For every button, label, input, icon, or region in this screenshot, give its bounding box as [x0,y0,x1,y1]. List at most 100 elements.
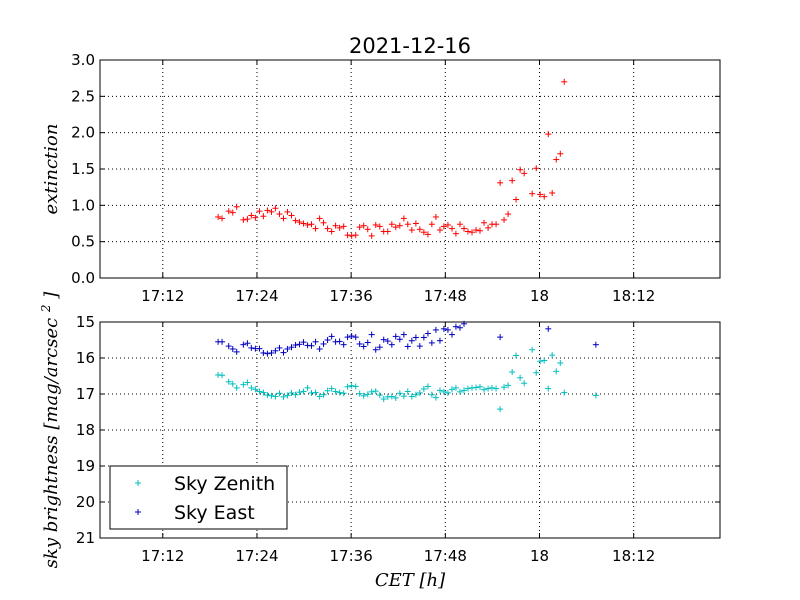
sky-zenith-point [557,360,564,367]
extinction-point [412,220,419,227]
sky-east-point [424,330,431,337]
extinction-point [420,229,427,236]
sky-east-point [392,333,399,340]
sky-zenith-point [380,396,387,403]
sky-zenith-point [304,384,311,391]
sky-zenith-point [248,384,255,391]
x-tick-label: 17:48 [424,287,467,305]
sky-east-point [404,343,411,350]
extinction-point [428,221,435,228]
sky-east-point [352,334,359,341]
y-tick-label: 19 [76,457,95,475]
sky-east-point [340,341,347,348]
x-tick-label: 17:24 [235,547,278,565]
sky-zenith-point [553,368,560,375]
extinction-point [332,222,339,229]
legend-label: Sky East [174,502,255,524]
sky-zenith-point [481,386,488,393]
sky-east-point [219,338,226,345]
sky-zenith-point [388,393,395,400]
extinction-point [388,221,395,228]
sky-east-point [280,349,287,356]
extinction-point [501,216,508,223]
sky-zenith-point [392,394,399,401]
chart-title: 2021-12-16 [349,34,471,58]
extinction-point [452,230,459,237]
extinction-point [408,227,415,234]
extinction-point [376,223,383,230]
extinction-point [541,193,548,200]
extinction-point [280,215,287,222]
extinction-point [396,222,403,229]
sky-east-point [229,346,236,352]
extinction-point [469,229,475,236]
extinction-point [521,170,528,177]
sky-zenith-point [489,384,496,391]
y-tick-label: 1.5 [71,160,95,178]
sky-zenith-point [352,383,359,390]
x-tick-label: 18 [530,547,549,565]
sky-zenith-point [268,392,275,399]
extinction-point [561,78,568,85]
sky-east-point [248,344,255,351]
extinction-point [404,221,411,228]
extinction-point [320,219,327,226]
sky-zenith-point [533,369,540,376]
legend-label: Sky Zenith [174,473,275,495]
sky-zenith-point [256,388,263,395]
y-tick-label: 0.0 [71,269,95,287]
y-tick-label: 1.0 [71,196,95,214]
extinction-point [545,131,552,138]
x-tick-label: 17:12 [141,547,184,565]
sky-zenith-point [461,387,468,394]
extinction-point [260,213,267,220]
bottom-y-axis-label: sky brightness [mag/arcsec 2 ] [39,291,62,569]
sky-zenith-point [372,388,379,395]
sky-east-point [432,326,439,333]
x-tick-label: 17:48 [424,547,467,565]
sky-zenith-point [240,381,247,388]
sky-zenith-point [420,385,427,392]
y-tick-label: 0.5 [71,233,95,251]
sky-zenith-point [219,372,226,379]
sky-east-point [324,337,331,343]
sky-zenith-point [276,390,283,397]
sky-zenith-point [400,393,407,400]
sky-east-point [260,349,267,356]
sky-east-point [592,341,599,348]
extinction-point [549,189,556,196]
extinction-point [268,208,275,215]
extinction-point [416,226,423,233]
sky-zenith-point [225,378,232,385]
x-tick-label: 17:36 [330,287,373,305]
sky-zenith-point [456,388,463,395]
extinction-point [248,212,255,219]
extinction-point [509,177,516,184]
extinction-point [304,221,311,228]
y-tick-label: 21 [76,529,95,547]
sky-east-point [256,345,263,352]
sky-zenith-point [476,383,483,390]
extinction-point [485,224,492,231]
sky-east-point [408,337,415,344]
sky-zenith-point [416,389,423,396]
sky-east-point [388,341,395,348]
sky-east-point [356,340,363,347]
sky-zenith-point [272,393,279,400]
y-tick-label: 20 [76,493,95,511]
sky-zenith-point [549,352,556,359]
sky-east-point [312,338,319,345]
extinction-point [344,232,351,239]
sky-zenith-point [348,382,355,389]
extinction-point [219,215,226,222]
sky-east-point [372,346,379,353]
sky-east-point [444,326,451,333]
sky-zenith-point [464,385,471,392]
sky-zenith-point [324,387,331,394]
sky-zenith-point [288,389,295,396]
sky-zenith-point [436,387,443,394]
sky-zenith-point [292,391,299,398]
extinction-point [493,221,500,228]
sky-east-point [288,344,295,351]
